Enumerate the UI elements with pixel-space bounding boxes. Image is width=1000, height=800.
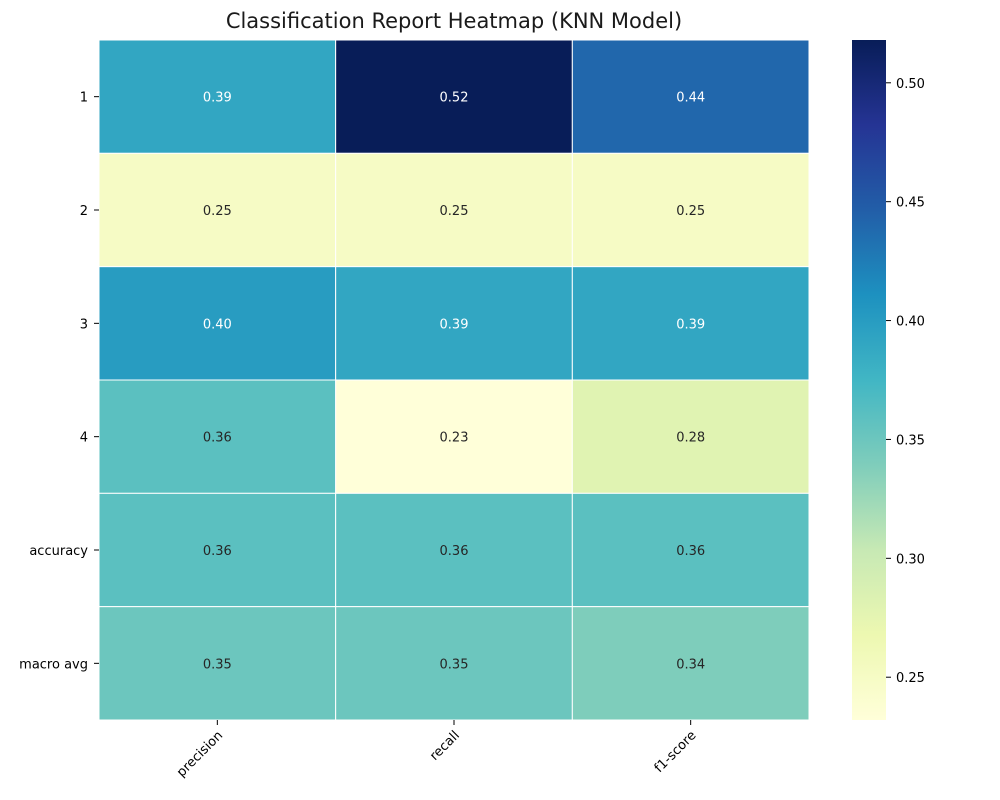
cell-value-label: 0.25 [440,204,469,219]
heatmap-cell [98,606,337,721]
heatmap-cell [335,266,573,381]
cell-value-label: 0.28 [676,431,705,446]
heatmap-cell [335,492,573,608]
y-tick-label: accuracy [29,544,88,559]
cell-value-label: 0.34 [676,657,705,672]
heatmap-cell [335,39,573,154]
x-axis: precision recall f1-score [174,720,699,780]
colorbar-axis: 0.25 0.30 0.35 0.40 0.45 0.50 [886,77,925,686]
cell-value-label: 0.44 [676,91,705,106]
cell-value-label: 0.39 [203,91,232,106]
heatmap-cell [571,379,810,494]
colorbar-tick-label: 0.45 [896,196,925,211]
heatmap-cell [571,39,810,154]
y-tick-label: macro avg [19,657,88,672]
heatmap-cell [571,606,810,721]
colorbar-tick-label: 0.40 [896,315,925,330]
heatmap-cell [571,266,810,381]
heatmap-cell [98,379,337,494]
cell-value-labels: 0.39 0.52 0.44 0.25 0.25 0.25 0.40 0.39 0.39 0.36… [203,91,705,673]
heatmap-cell [98,266,337,381]
cell-value-label: 0.25 [676,204,705,219]
colorbar [852,40,886,720]
heatmap-cell [335,606,573,721]
heatmap-cell [98,152,337,268]
cell-value-label: 0.36 [203,544,232,559]
cell-value-label: 0.36 [676,544,705,559]
colorbar-tick-label: 0.25 [896,671,925,686]
cell-value-label: 0.39 [440,317,469,332]
cell-value-label: 0.35 [203,657,232,672]
cell-value-label: 0.23 [440,431,469,446]
y-tick-label: 2 [80,204,88,219]
heatmap-cell [98,39,337,154]
cell-value-label: 0.36 [440,544,469,559]
y-tick-label: 3 [80,317,88,332]
x-tick-label: recall [427,728,463,764]
x-tick-label: precision [174,728,226,780]
heatmap-cells [98,39,810,721]
colorbar-tick-label: 0.50 [896,77,925,92]
y-tick-label: 1 [80,91,88,106]
heatmap-cell [571,492,810,608]
y-axis: 1 2 3 4 accuracy macro avg [19,91,99,672]
cell-value-label: 0.25 [203,204,232,219]
cell-value-label: 0.40 [203,317,232,332]
cell-value-label: 0.52 [440,91,469,106]
cell-value-label: 0.36 [203,431,232,446]
cell-value-label: 0.39 [676,317,705,332]
chart-title: Classification Report Heatmap (KNN Model… [225,9,683,33]
y-tick-label: 4 [80,431,88,446]
heatmap-cell [98,492,337,608]
colorbar-tick-label: 0.35 [896,433,925,448]
cell-value-label: 0.35 [440,657,469,672]
x-tick-label: f1-score [652,728,700,776]
colorbar-tick-label: 0.30 [896,552,925,567]
